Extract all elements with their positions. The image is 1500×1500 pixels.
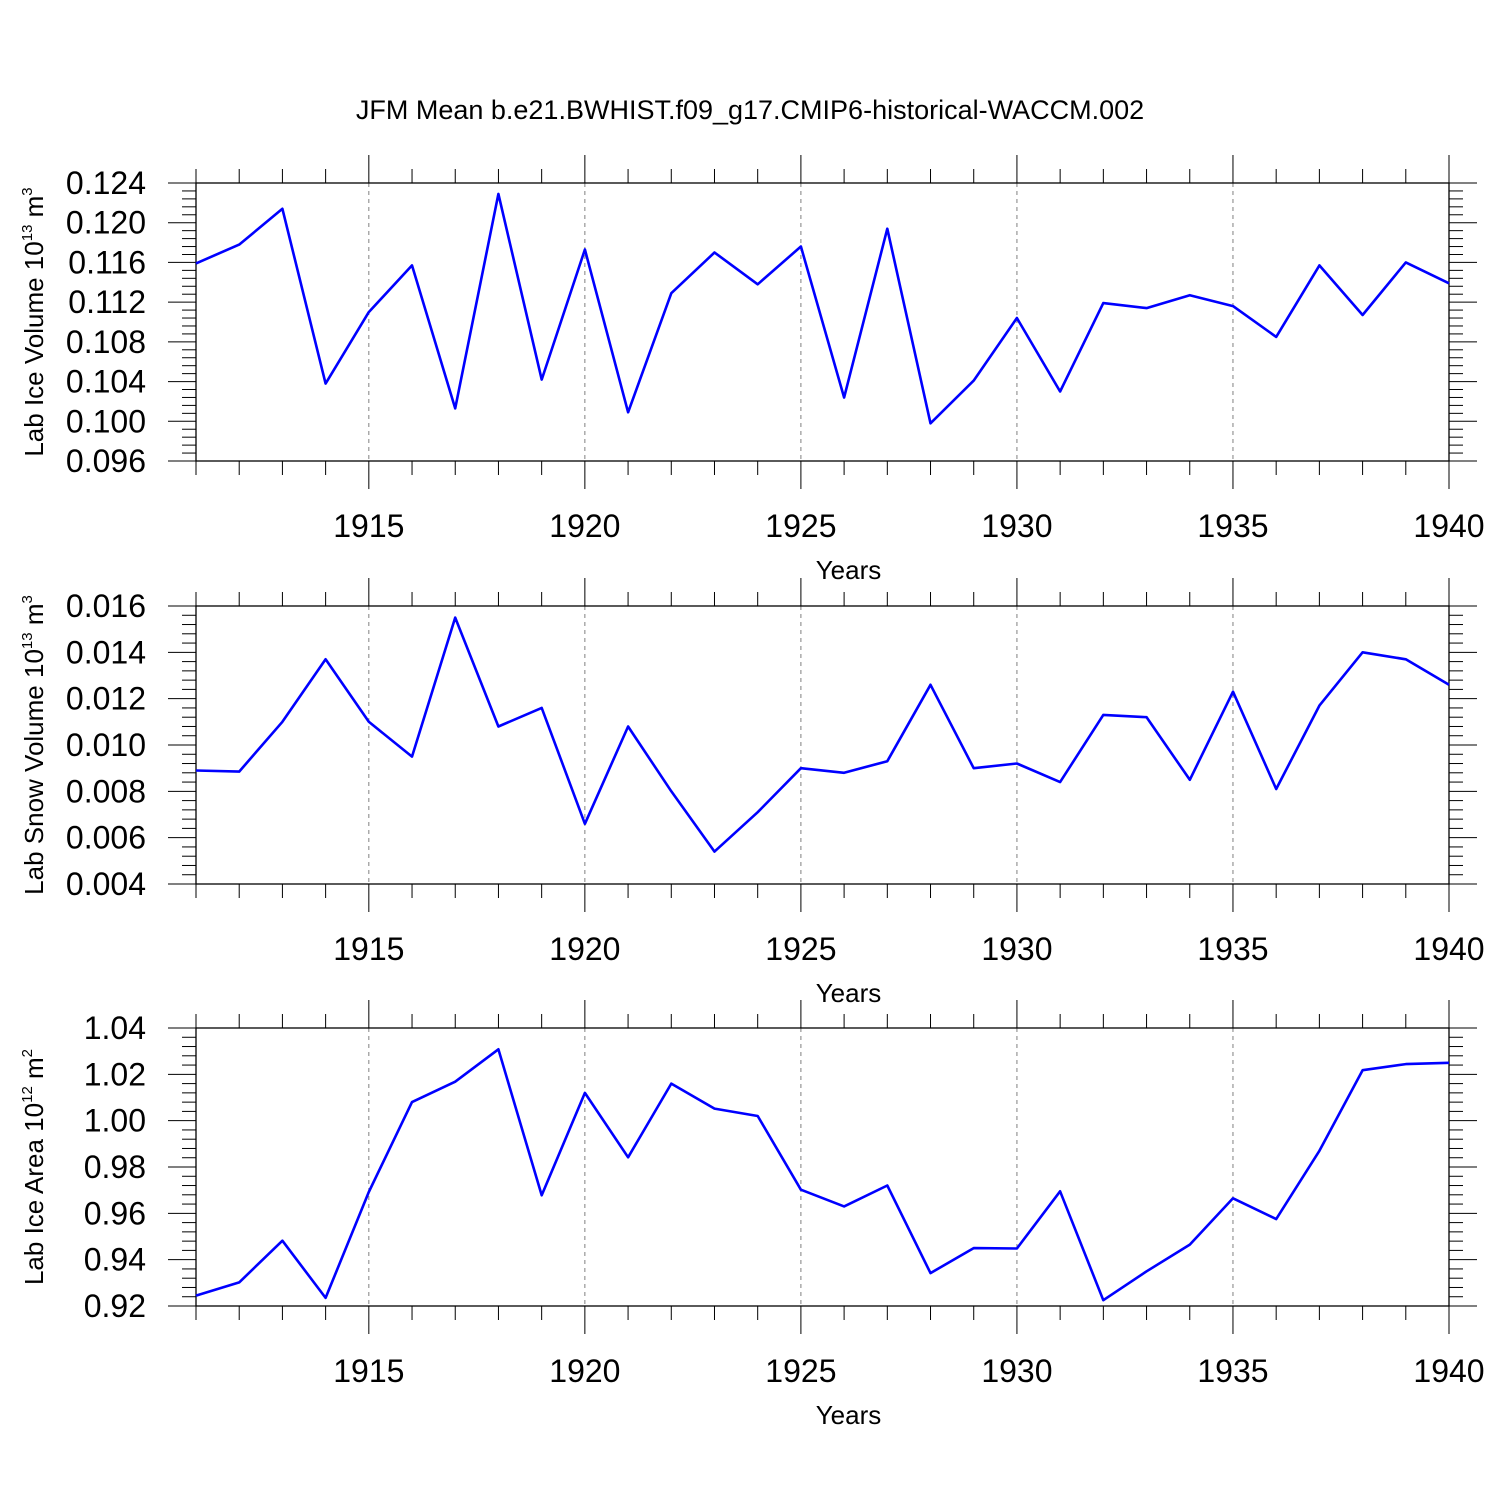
y-axis-label-unit-exponent: 3 — [19, 187, 36, 195]
y-axis-label-unit: m — [19, 1057, 49, 1086]
x-tick-label: 1915 — [333, 931, 404, 967]
x-axis-label: Years — [816, 978, 882, 1008]
series-line — [195, 616, 1450, 853]
y-tick-label: 0.014 — [66, 634, 146, 670]
panel-2: 0.004 0.006 0.008 0.010 0.012 0.014 0.016 1915 1… — [19, 578, 1485, 1008]
y-axis-label-exponent: 13 — [19, 632, 36, 649]
x-tick-label: 1920 — [549, 1353, 620, 1389]
y-tick-label: 0.006 — [66, 820, 146, 856]
x-tick-label: 1930 — [981, 508, 1052, 544]
x-tick-label: 1915 — [333, 508, 404, 544]
y-tick-label: 0.98 — [84, 1149, 146, 1185]
y-tick-label: 0.100 — [66, 403, 146, 439]
y-tick-label: 0.008 — [66, 773, 146, 809]
x-axis-label: Years — [816, 555, 882, 585]
y-tick-label: 1.02 — [84, 1056, 146, 1092]
y-tick-label: 0.96 — [84, 1195, 146, 1231]
x-tick-label: 1925 — [765, 931, 836, 967]
y-axis-label-text: Lab Ice Volume 10 — [19, 241, 49, 456]
x-tick-label: 1920 — [549, 508, 620, 544]
y-tick-label: 0.112 — [68, 284, 146, 320]
y-tick-label: 0.016 — [66, 588, 146, 624]
x-tick-label: 1920 — [549, 931, 620, 967]
y-tick-label: 1.00 — [84, 1103, 146, 1139]
y-tick-label: 0.010 — [66, 727, 146, 763]
y-axis-label: Lab Ice Volume 1013 m3 — [19, 187, 49, 456]
y-tick-label: 0.92 — [84, 1288, 146, 1324]
y-tick-label: 0.096 — [66, 443, 146, 479]
y-axis-label: Lab Ice Area 1012 m2 — [19, 1049, 49, 1285]
y-tick-label: 0.116 — [68, 244, 146, 280]
panel-3: 0.92 0.94 0.96 0.98 1.00 1.02 1.04 1915 1920 1925… — [19, 1000, 1485, 1430]
series-line — [195, 192, 1450, 425]
x-tick-label: 1925 — [765, 508, 836, 544]
y-tick-label: 0.94 — [84, 1242, 146, 1278]
y-axis-label-unit: m — [19, 604, 49, 633]
x-tick-label: 1935 — [1197, 931, 1268, 967]
x-tick-label: 1935 — [1197, 508, 1268, 544]
x-tick-label: 1930 — [981, 931, 1052, 967]
y-tick-label: 0.108 — [66, 324, 146, 360]
plot-frame — [195, 1027, 1450, 1307]
x-tick-label: 1930 — [981, 1353, 1052, 1389]
y-axis-label: Lab Snow Volume 1013 m3 — [19, 595, 49, 895]
series-line — [195, 1048, 1450, 1302]
y-axis-label-unit-exponent: 3 — [19, 595, 36, 603]
y-tick-label: 0.124 — [66, 165, 146, 201]
x-axis-label: Years — [816, 1400, 882, 1430]
x-tick-label: 1915 — [333, 1353, 404, 1389]
plot-frame — [195, 182, 1450, 462]
y-axis-label-exponent: 12 — [19, 1086, 36, 1103]
y-tick-label: 1.04 — [84, 1010, 146, 1046]
x-tick-label: 1940 — [1413, 1353, 1484, 1389]
y-tick-label: 0.104 — [66, 364, 146, 400]
y-tick-label: 0.012 — [66, 681, 146, 717]
figure-title: JFM Mean b.e21.BWHIST.f09_g17.CMIP6-hist… — [356, 95, 1144, 125]
y-axis-label-unit-exponent: 2 — [19, 1049, 36, 1057]
plot-frame — [195, 605, 1450, 885]
x-tick-label: 1940 — [1413, 931, 1484, 967]
y-tick-label: 0.120 — [66, 205, 146, 241]
x-tick-label: 1935 — [1197, 1353, 1268, 1389]
y-axis-label-text: Lab Ice Area 10 — [19, 1103, 49, 1285]
x-tick-label: 1925 — [765, 1353, 836, 1389]
y-tick-label: 0.004 — [66, 866, 146, 902]
x-tick-label: 1940 — [1413, 508, 1484, 544]
y-axis-label-text: Lab Snow Volume 10 — [19, 649, 49, 895]
y-axis-label-exponent: 13 — [19, 225, 36, 242]
y-axis-label-unit: m — [19, 196, 49, 225]
